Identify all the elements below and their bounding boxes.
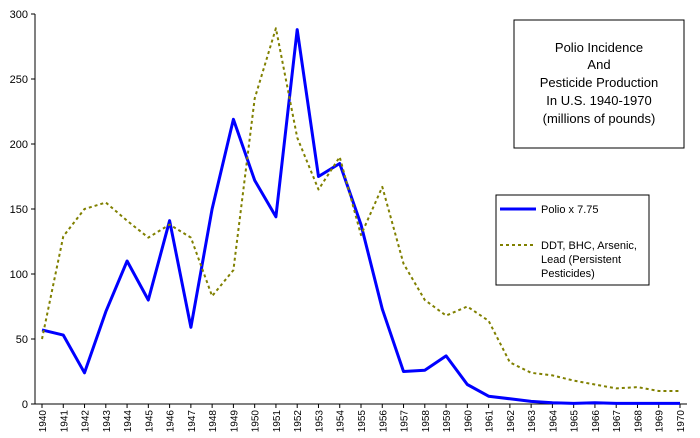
title-line-1: Polio Incidence bbox=[555, 40, 643, 55]
x-tick-label: 1943 bbox=[102, 410, 113, 433]
y-tick-label: 0 bbox=[22, 399, 28, 411]
x-tick-label: 1958 bbox=[421, 410, 432, 433]
title-line-2: And bbox=[587, 57, 610, 72]
x-tick-label: 1963 bbox=[527, 410, 538, 433]
legend-label-pesticides-line-3: Pesticides) bbox=[541, 268, 595, 280]
x-tick-label: 1957 bbox=[400, 410, 411, 433]
x-tick-label: 1940 bbox=[38, 410, 49, 433]
x-tick-label: 1961 bbox=[485, 410, 496, 433]
x-tick-label: 1970 bbox=[676, 410, 687, 433]
y-tick-label: 100 bbox=[10, 269, 28, 281]
legend: Polio x 7.75 DDT, BHC, Arsenic, Lead (Pe… bbox=[495, 194, 650, 286]
x-tick-label: 1954 bbox=[336, 410, 347, 433]
x-tick-label: 1962 bbox=[506, 410, 517, 433]
x-tick-label: 1969 bbox=[655, 410, 666, 433]
x-tick-label: 1968 bbox=[633, 410, 644, 433]
y-tick-label: 250 bbox=[10, 74, 28, 86]
x-tick-label: 1967 bbox=[612, 410, 623, 433]
title-line-5: (millions of pounds) bbox=[543, 111, 656, 126]
title-box: Polio Incidence And Pesticide Production… bbox=[513, 19, 685, 149]
legend-label-pesticides-line-2: Lead (Persistent bbox=[541, 254, 621, 266]
x-tick-label: 1953 bbox=[314, 410, 325, 433]
pesticide-series-line bbox=[41, 27, 680, 392]
y-tick-label: 150 bbox=[10, 204, 28, 216]
x-tick-label: 1951 bbox=[272, 410, 283, 433]
polio-series-line bbox=[41, 28, 680, 405]
x-tick-label: 1959 bbox=[442, 410, 453, 433]
x-tick-label: 1950 bbox=[251, 410, 262, 433]
x-tick-label: 1941 bbox=[59, 410, 70, 433]
x-tick-label: 1949 bbox=[229, 410, 240, 433]
x-tick-label: 1948 bbox=[208, 410, 219, 433]
x-tick-label: 1955 bbox=[357, 410, 368, 433]
title-line-3: Pesticide Production bbox=[540, 75, 659, 90]
x-tick-label: 1956 bbox=[378, 410, 389, 433]
x-ticks: 1940 1941 1942 1943 1944 1945 1946 1947 1948 1949… bbox=[38, 404, 687, 432]
legend-label-pesticides-line-1: DDT, BHC, Arsenic, bbox=[541, 240, 637, 252]
x-tick-label: 1944 bbox=[123, 410, 134, 433]
y-tick-label: 50 bbox=[16, 334, 28, 346]
y-tick-label: 200 bbox=[10, 139, 28, 151]
x-tick-label: 1945 bbox=[144, 410, 155, 433]
x-tick-label: 1946 bbox=[166, 410, 177, 433]
legend-label-polio: Polio x 7.75 bbox=[541, 204, 598, 216]
x-tick-label: 1947 bbox=[187, 410, 198, 433]
y-ticks: 0 50 100 150 200 250 300 bbox=[10, 9, 35, 411]
x-tick-label: 1965 bbox=[570, 410, 581, 433]
x-tick-label: 1960 bbox=[463, 410, 474, 433]
x-tick-label: 1952 bbox=[293, 410, 304, 433]
x-tick-label: 1966 bbox=[591, 410, 602, 433]
title-line-4: In U.S. 1940-1970 bbox=[546, 93, 652, 108]
series-lines bbox=[41, 27, 680, 405]
y-tick-label: 300 bbox=[10, 9, 28, 21]
x-tick-label: 1942 bbox=[81, 410, 92, 433]
x-tick-label: 1964 bbox=[548, 410, 559, 433]
